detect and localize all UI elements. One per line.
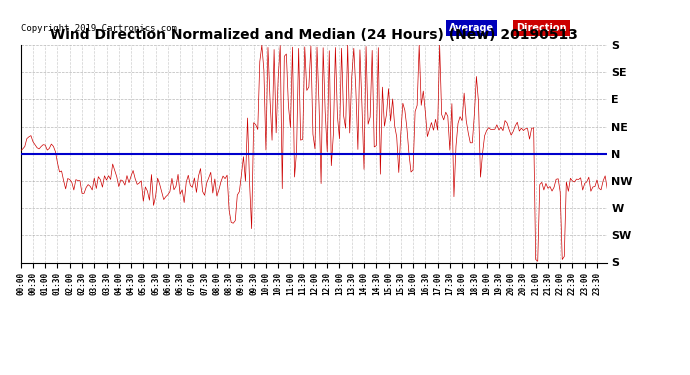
Text: Direction: Direction [516, 23, 566, 33]
Title: Wind Direction Normalized and Median (24 Hours) (New) 20190513: Wind Direction Normalized and Median (24… [50, 28, 578, 42]
Text: Average: Average [448, 23, 494, 33]
Text: Copyright 2019 Cartronics.com: Copyright 2019 Cartronics.com [21, 24, 177, 33]
